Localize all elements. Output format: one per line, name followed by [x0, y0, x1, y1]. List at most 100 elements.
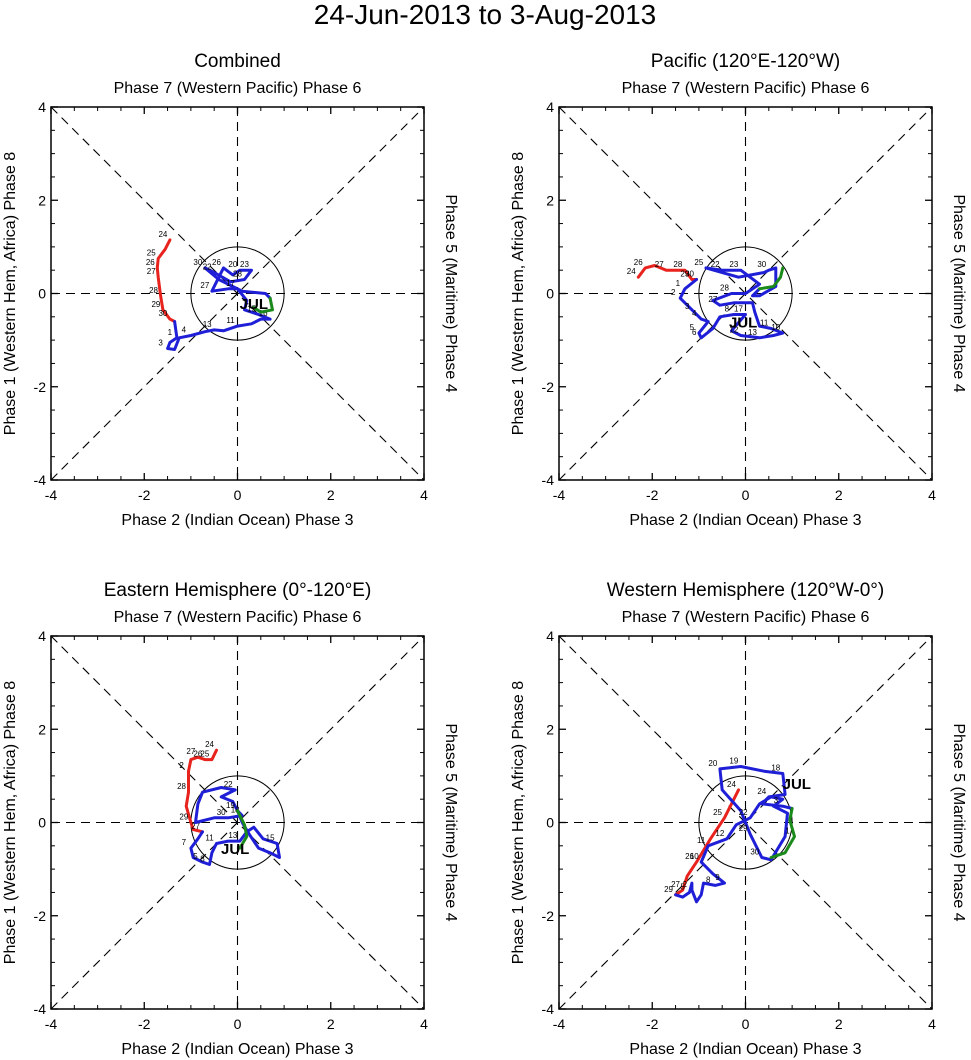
- day-label: 24: [727, 780, 736, 789]
- y-tick-label: -2: [34, 908, 47, 924]
- y-tick-label: -4: [34, 472, 47, 488]
- day-label: 23: [240, 260, 249, 269]
- month-label: JUL: [221, 841, 249, 858]
- day-label: 25: [147, 249, 156, 258]
- day-label: 1: [676, 279, 681, 288]
- y-tick-label: -4: [34, 1001, 47, 1017]
- series-line-aug: [252, 296, 274, 314]
- day-label: 19: [226, 801, 235, 810]
- day-label: 27: [191, 822, 200, 831]
- chart-panel-4: Western Hemisphere (120°W-0°) Phase 7 (We…: [510, 580, 967, 1058]
- y-tick-label: -4: [542, 1001, 555, 1017]
- day-label: 28: [149, 286, 158, 295]
- day-label: 18: [771, 764, 780, 773]
- series-line-jun: [155, 238, 177, 323]
- day-label: 2: [683, 880, 688, 889]
- day-label: 3: [685, 302, 690, 311]
- day-label: 17: [226, 279, 235, 288]
- day-label: 8: [200, 854, 205, 863]
- x-tick-label: -2: [138, 487, 151, 503]
- day-label: 3: [774, 796, 779, 805]
- left-axis-label: Phase 1 (Western Hem, Africa) Phase 8: [2, 681, 19, 964]
- day-label: 29: [739, 824, 748, 833]
- y-tick-label: 0: [38, 286, 46, 302]
- x-tick-label: -4: [553, 1016, 566, 1032]
- unit-circle: [698, 775, 793, 870]
- day-label: 27: [655, 260, 664, 269]
- day-label: 28: [673, 260, 682, 269]
- panel-title: Eastern Hemisphere (0°-120°E): [104, 580, 372, 601]
- top-axis-label: Phase 7 (Western Pacific) Phase 6: [114, 609, 362, 626]
- day-label: 17: [734, 304, 743, 313]
- series-line-jun: [636, 264, 698, 281]
- month-label: JUL: [729, 314, 757, 331]
- left-axis-label: Phase 1 (Western Hem, Africa) Phase 8: [2, 152, 19, 435]
- day-label: 16: [259, 309, 268, 318]
- left-axis-label: Phase 1 (Western Hem, Africa) Phase 8: [510, 681, 527, 964]
- y-tick-label: -2: [34, 379, 47, 395]
- chart-panel-2: Pacific (120°E-120°W) Phase 7 (Western Pa…: [510, 51, 967, 529]
- day-label: 26: [685, 852, 694, 861]
- day-label: 12: [729, 325, 738, 334]
- y-tick-label: -4: [542, 472, 555, 488]
- day-label: 28: [233, 270, 242, 279]
- day-label: 15: [266, 833, 275, 842]
- day-label: 1: [168, 328, 173, 337]
- day-label: 27: [200, 281, 209, 290]
- day-label: 8: [725, 304, 730, 313]
- x-tick-label: -2: [138, 1016, 151, 1032]
- y-tick-label: -2: [542, 908, 555, 924]
- day-label: 24: [158, 230, 167, 239]
- day-label: 5: [193, 852, 198, 861]
- y-tick-label: 2: [546, 192, 554, 208]
- series-line-aug: [769, 807, 796, 859]
- y-tick-label: 2: [38, 192, 46, 208]
- y-tick-label: 4: [546, 628, 554, 644]
- x-tick-label: -2: [646, 487, 659, 503]
- day-label: 22: [203, 263, 212, 272]
- day-label: 29: [179, 813, 188, 822]
- day-label: 10: [690, 852, 699, 861]
- y-tick-label: 0: [38, 815, 46, 831]
- day-label: 13: [228, 831, 237, 840]
- x-tick-label: 2: [327, 487, 335, 503]
- day-label: 25: [694, 258, 703, 267]
- day-label: 26: [193, 750, 202, 759]
- day-label: 11: [760, 318, 769, 327]
- unit-circle: [190, 246, 285, 341]
- top-axis-label: Phase 7 (Western Pacific) Phase 6: [622, 80, 870, 97]
- series-line-jul: [674, 765, 794, 904]
- day-label: 29: [680, 270, 689, 279]
- day-label: 3: [158, 339, 163, 348]
- day-label: 13: [203, 320, 212, 329]
- day-label: 24: [205, 740, 214, 749]
- top-axis-label: Phase 7 (Western Pacific) Phase 6: [114, 80, 362, 97]
- series-line-jun: [184, 748, 218, 834]
- y-tick-label: 0: [546, 815, 554, 831]
- day-label: 29: [664, 885, 673, 894]
- day-label: 19: [729, 757, 738, 766]
- y-tick-label: 4: [38, 99, 46, 115]
- right-axis-label: Phase 5 (Maritime) Phase 4: [442, 194, 459, 392]
- day-label: 24: [627, 267, 636, 276]
- bottom-axis-label: Phase 2 (Indian Ocean) Phase 3: [629, 1041, 861, 1058]
- x-tick-label: 0: [742, 1016, 750, 1032]
- x-tick-label: 2: [327, 1016, 335, 1032]
- day-label: 7: [182, 838, 187, 847]
- panel-title: Western Hemisphere (120°W-0°): [607, 580, 884, 601]
- y-tick-label: 0: [546, 286, 554, 302]
- series-line-jul: [678, 266, 785, 340]
- day-label: 28: [177, 782, 186, 791]
- day-label: 2: [179, 761, 184, 770]
- x-tick-label: 0: [234, 487, 242, 503]
- day-label: 25: [200, 750, 209, 759]
- series-line-aug: [236, 809, 249, 850]
- day-label: 15: [247, 304, 256, 313]
- day-label: 27: [671, 880, 680, 889]
- day-label: 27: [708, 295, 717, 304]
- day-label: 30: [193, 258, 202, 267]
- day-label: 5: [690, 323, 695, 332]
- x-tick-label: 4: [420, 487, 428, 503]
- day-label: 30: [685, 270, 694, 279]
